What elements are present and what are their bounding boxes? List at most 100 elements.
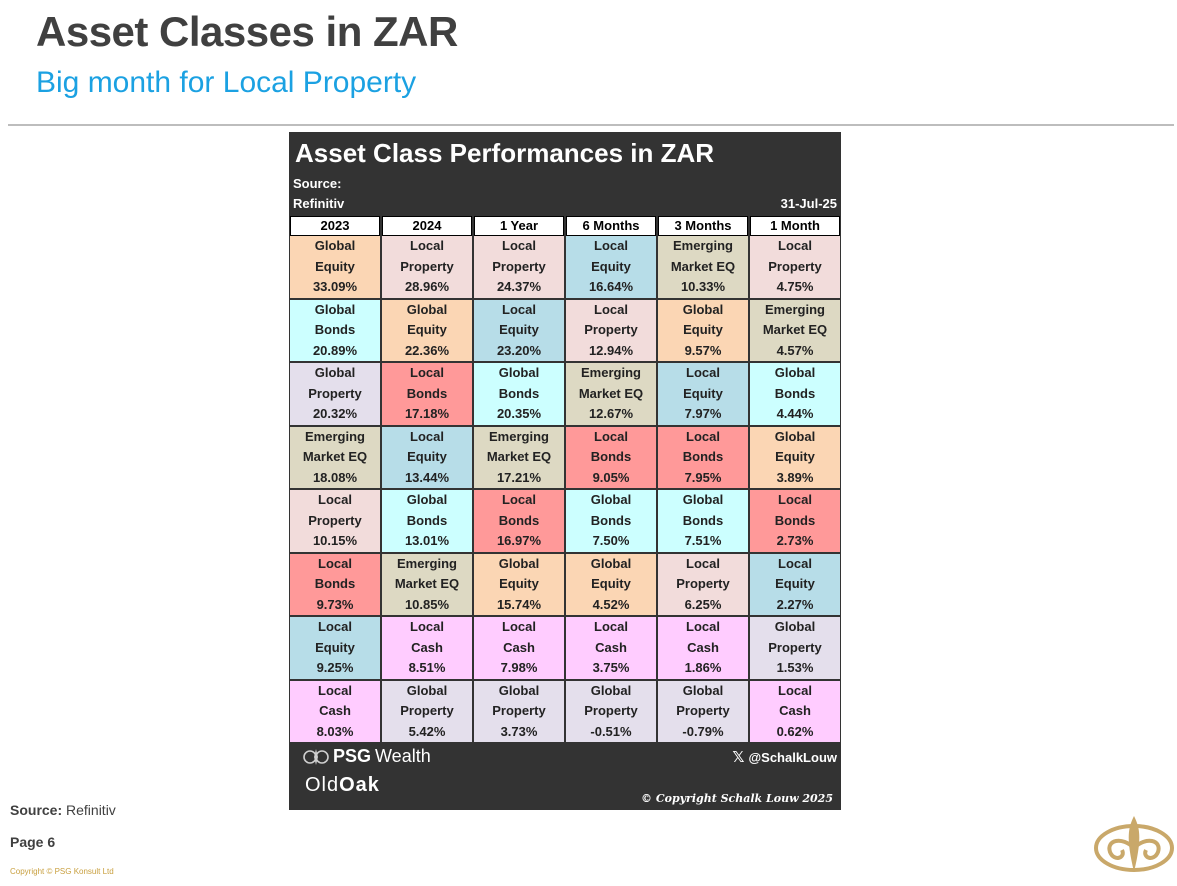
asset-cell-global-bonds: Global Bonds 20.89% (290, 299, 380, 361)
asset-cell-global-equity: Global Equity 15.74% (474, 553, 564, 615)
card-source-label: Source: (293, 176, 342, 191)
asset-return: 7.98% (500, 660, 538, 675)
asset-label: Local (686, 365, 720, 380)
asset-label: Cash (411, 639, 443, 655)
asset-return: 7.50% (592, 533, 630, 548)
asset-return: 13.01% (404, 533, 450, 548)
asset-return: 24.37% (496, 279, 542, 294)
asset-label: Local (594, 428, 628, 444)
asset-label: Cash (595, 639, 627, 655)
asset-cell-global-property: Global Property 3.73% (474, 680, 564, 742)
asset-label: Equity (499, 576, 539, 591)
asset-cell-emerging-market-eq: Emerging Market EQ 4.57% (750, 299, 840, 361)
column-header: 2024 (382, 216, 472, 236)
asset-return: 9.57% (684, 342, 722, 358)
asset-label: Global (590, 555, 632, 571)
asset-cell-local-equity: Local Equity 16.64% (566, 236, 656, 298)
asset-return: 9.05% (592, 469, 630, 485)
asset-return: 12.67% (588, 406, 634, 421)
asset-cell-local-property: Local Property 28.96% (382, 236, 472, 298)
asset-label: Local (410, 365, 444, 380)
asset-label: Local (594, 619, 628, 634)
asset-label: Local (594, 238, 628, 253)
asset-cell-local-property: Local Property 6.25% (658, 553, 748, 615)
asset-label: Equity (407, 449, 447, 464)
asset-label: Equity (315, 258, 355, 274)
asset-label: Global (498, 555, 540, 571)
asset-return: 20.32% (312, 406, 358, 421)
asset-label: Global (590, 492, 632, 507)
asset-cell-global-equity: Global Equity 9.57% (658, 299, 748, 361)
asset-label: Bonds (590, 512, 632, 528)
asset-return: 0.62% (776, 723, 814, 739)
asset-return: 15.74% (496, 596, 542, 612)
asset-cell-emerging-market-eq: Emerging Market EQ 12.67% (566, 363, 656, 425)
asset-cell-global-bonds: Global Bonds 13.01% (382, 490, 472, 552)
asset-cell-local-equity: Local Equity 9.25% (290, 617, 380, 679)
page-source-value: Refinitiv (66, 802, 116, 818)
asset-label: Emerging (305, 428, 365, 444)
asset-label: Emerging (673, 238, 733, 253)
asset-return: 10.85% (404, 596, 450, 612)
asset-return: 23.20% (496, 342, 542, 358)
asset-return: 33.09% (312, 279, 358, 294)
asset-cell-local-property: Local Property 4.75% (750, 236, 840, 298)
asset-label: Global (406, 301, 448, 317)
asset-label: Global (682, 682, 724, 698)
asset-label: Emerging (581, 365, 641, 380)
asset-cell-global-bonds: Global Bonds 7.50% (566, 490, 656, 552)
page-copyright: Copyright © PSG Konsult Ltd (10, 867, 114, 876)
asset-label: Equity (683, 322, 723, 337)
social-handle[interactable]: 𝕏 @SchalkLouw (732, 748, 837, 766)
asset-return: 6.25% (684, 596, 722, 612)
asset-cell-global-bonds: Global Bonds 4.44% (750, 363, 840, 425)
asset-return: 3.75% (592, 660, 630, 675)
asset-cell-local-cash: Local Cash 7.98% (474, 617, 564, 679)
asset-label: Bonds (774, 512, 816, 528)
asset-cell-global-property: Global Property 20.32% (290, 363, 380, 425)
asset-return: 8.03% (316, 723, 354, 739)
asset-label: Local (410, 428, 444, 444)
asset-label: Global (590, 682, 632, 698)
brand-wealth: Wealth (375, 746, 431, 766)
asset-cell-local-cash: Local Cash 0.62% (750, 680, 840, 742)
asset-label: Global (498, 682, 540, 698)
asset-cell-global-equity: Global Equity 3.89% (750, 426, 840, 488)
brand-old: Old (305, 774, 340, 796)
asset-cell-local-property: Local Property 24.37% (474, 236, 564, 298)
asset-label: Local (778, 238, 812, 253)
card-title: Asset Class Performances in ZAR (295, 138, 715, 168)
asset-label: Local (318, 555, 352, 571)
asset-return: 18.08% (312, 469, 358, 485)
column-header: 1 Month (750, 216, 840, 236)
asset-label: Global (774, 428, 816, 444)
asset-label: Global (682, 301, 724, 317)
asset-return: 28.96% (404, 279, 450, 294)
asset-return: 9.73% (316, 596, 354, 612)
asset-label: Bonds (498, 385, 540, 401)
asset-label: Emerging (765, 301, 825, 317)
asset-label: Cash (319, 703, 351, 718)
asset-return: 20.35% (496, 406, 542, 421)
asset-label: Property (768, 258, 822, 274)
asset-label: Bonds (406, 512, 448, 528)
asset-return: 7.95% (684, 469, 722, 485)
asset-label: Bonds (314, 322, 356, 337)
asset-label: Property (768, 639, 822, 655)
asset-cell-global-bonds: Global Bonds 20.35% (474, 363, 564, 425)
asset-label: Global (406, 492, 448, 507)
asset-cell-local-equity: Local Equity 13.44% (382, 426, 472, 488)
asset-label: Market EQ (762, 322, 828, 337)
asset-label: Equity (775, 449, 815, 464)
asset-label: Property (584, 322, 638, 337)
asset-label: Local (686, 428, 720, 444)
asset-label: Local (318, 492, 352, 507)
asset-label: Cash (687, 639, 719, 655)
asset-label: Market EQ (578, 385, 644, 401)
asset-label: Local (318, 619, 352, 634)
brand-psg: PSG (333, 746, 372, 766)
page-title: Asset Classes in ZAR (36, 8, 458, 55)
asset-label: Local (502, 238, 536, 253)
column-header: 3 Months (658, 216, 748, 236)
asset-cell-global-property: Global Property -0.79% (658, 680, 748, 742)
